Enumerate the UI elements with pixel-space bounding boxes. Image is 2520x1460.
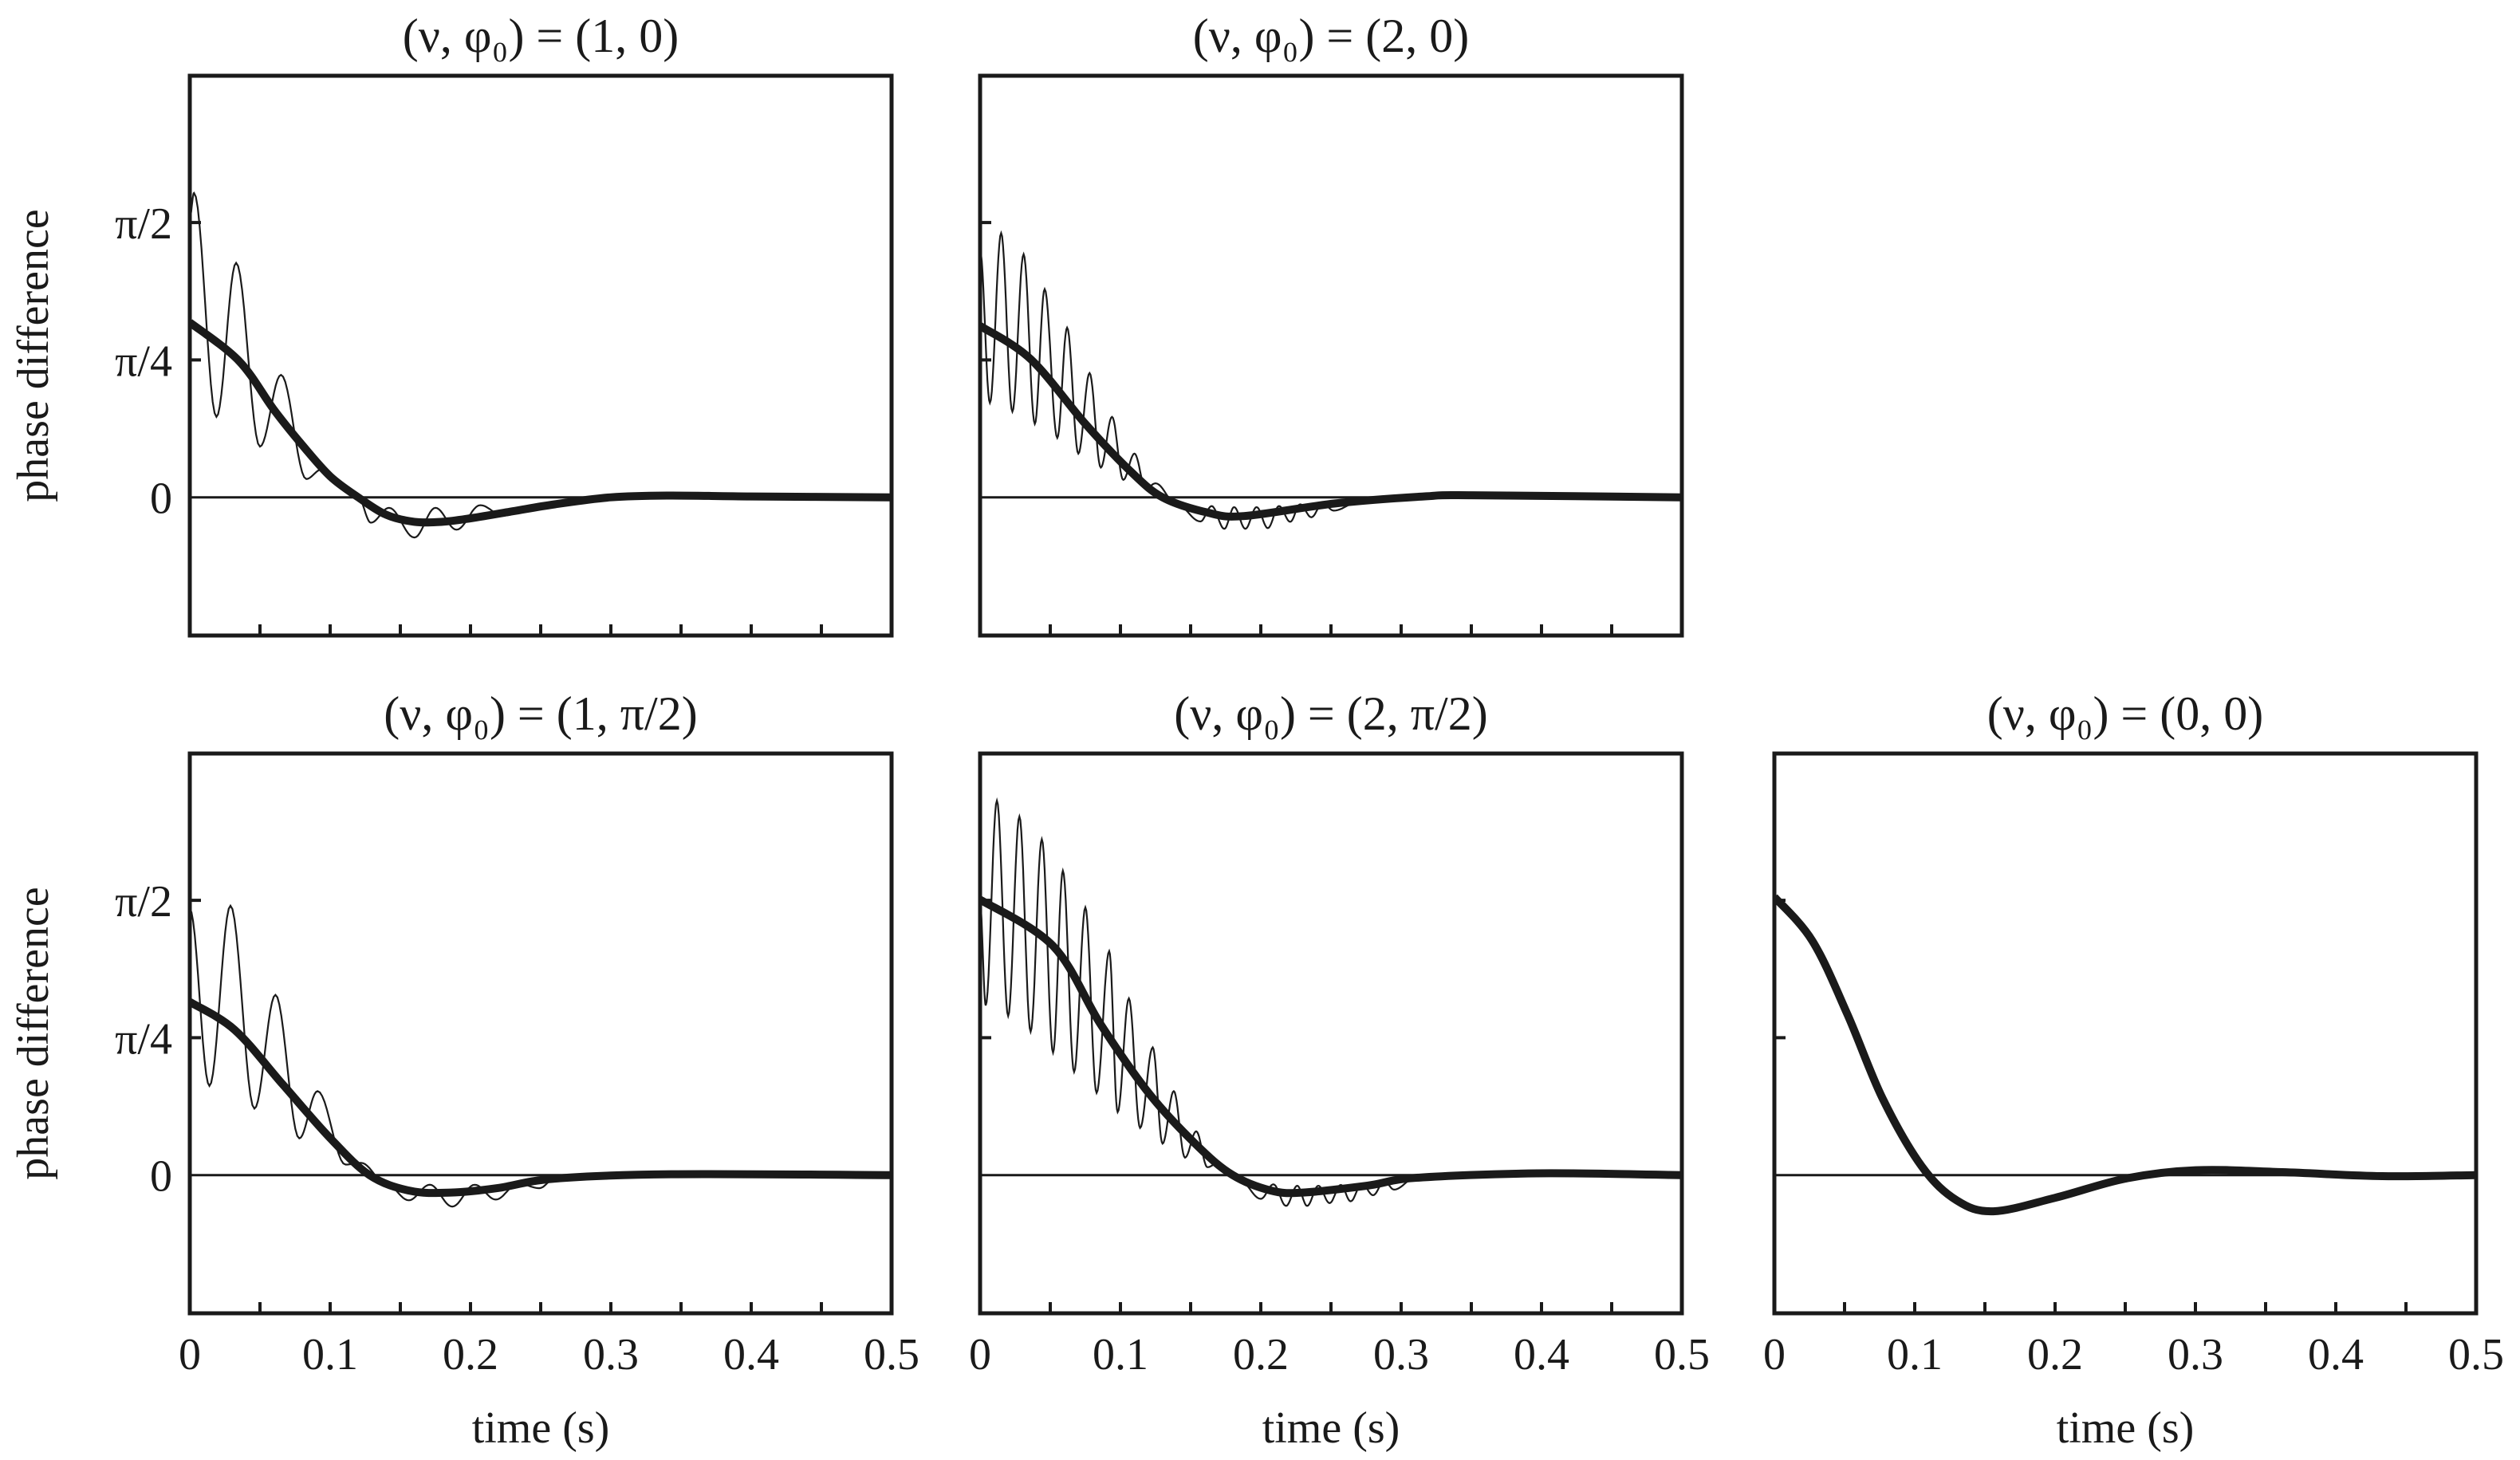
x-tick-label: 0.2: [1233, 1330, 1289, 1379]
x-tick-label: 0.5: [1654, 1330, 1710, 1379]
x-axis-label: time (s): [472, 1403, 610, 1453]
panel-title: (ν, φ₀) = (1, π/2): [384, 687, 697, 740]
x-tick-label: 0.5: [864, 1330, 919, 1379]
y-axis-label: phase difference: [9, 209, 58, 502]
y-tick-label: π/2: [115, 877, 172, 927]
smooth-series-line: [190, 319, 892, 527]
smooth-series-line: [190, 998, 892, 1198]
y-tick-label: 0: [150, 474, 172, 524]
x-axis-label: time (s): [2057, 1403, 2195, 1453]
panel-title: (ν, φ₀) = (2, π/2): [1174, 687, 1487, 740]
smooth-series-line: [980, 895, 1682, 1198]
x-tick-label: 0.1: [1093, 1330, 1148, 1379]
y-axis-label: phase difference: [9, 887, 58, 1179]
x-tick-label: 0.1: [302, 1330, 358, 1379]
x-tick-label: 0: [179, 1330, 201, 1379]
oscillating-series-line: [190, 191, 892, 539]
panel-title: (ν, φ₀) = (1, 0): [403, 10, 679, 62]
y-tick-label: π/2: [115, 199, 172, 249]
panel-title: (ν, φ₀) = (0, 0): [1987, 687, 2263, 740]
x-tick-label: 0.4: [1514, 1330, 1569, 1379]
x-tick-label: 0.3: [2168, 1330, 2223, 1379]
plot-frame: [1772, 751, 2479, 1316]
y-tick-label: 0: [150, 1152, 172, 1202]
smooth-series-line: [980, 322, 1682, 521]
x-tick-label: 0.3: [583, 1330, 639, 1379]
plot-frame: [978, 751, 1684, 1316]
panel-3: (ν, φ₀) = (1, π/2) 0 π/4 π/2 phase differenc…: [9, 687, 919, 1453]
plot-frame: [187, 751, 894, 1316]
panel-4: (ν, φ₀) = (2, π/2) 0 0.1 0.2 0.3 0.4 0.5 time (…: [969, 687, 1710, 1453]
panel-1: (ν, φ₀) = (1, 0) 0 π/4 π/2 phase difference: [9, 10, 894, 638]
x-tick-label: 0.5: [2448, 1330, 2504, 1379]
y-tick-label: π/4: [115, 1014, 172, 1064]
x-tick-label: 0: [1763, 1330, 1786, 1379]
x-tick-label: 0: [969, 1330, 991, 1379]
plot-frame: [978, 73, 1684, 638]
x-tick-label: 0.2: [2027, 1330, 2083, 1379]
x-tick-label: 0.4: [2308, 1330, 2364, 1379]
oscillating-series-line: [190, 903, 892, 1208]
x-tick-label: 0.1: [1887, 1330, 1943, 1379]
y-tick-label: π/4: [115, 336, 172, 386]
smooth-series-line: [1774, 894, 2476, 1216]
x-tick-label: 0.2: [443, 1330, 498, 1379]
panel-2: (ν, φ₀) = (2, 0): [978, 10, 1684, 638]
panel-title: (ν, φ₀) = (2, 0): [1193, 10, 1469, 62]
oscillating-series-line: [980, 230, 1682, 530]
x-tick-label: 0.4: [723, 1330, 779, 1379]
plot-frame: [187, 73, 894, 638]
panel-5: (ν, φ₀) = (0, 0) 0 0.1 0.2 0.3 0.4 0.5 time (s): [1763, 687, 2504, 1453]
x-tick-label: 0.3: [1373, 1330, 1429, 1379]
x-axis-label: time (s): [1262, 1403, 1400, 1453]
